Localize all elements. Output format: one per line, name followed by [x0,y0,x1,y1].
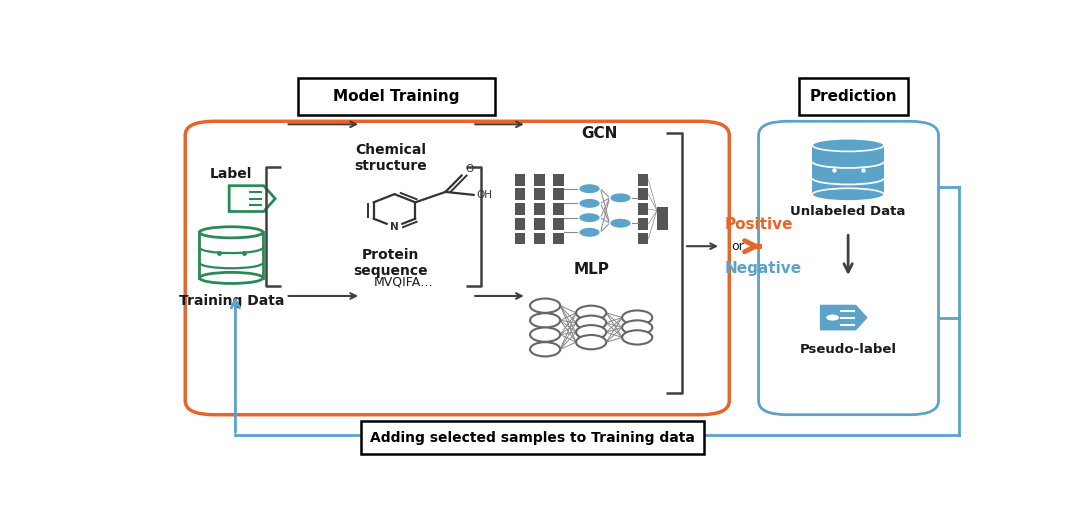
Circle shape [622,330,652,345]
Circle shape [579,183,600,194]
Text: O: O [465,164,474,174]
FancyBboxPatch shape [534,188,544,200]
Text: Prediction: Prediction [809,89,897,104]
FancyBboxPatch shape [186,122,729,415]
Circle shape [622,320,652,335]
FancyBboxPatch shape [758,122,939,415]
FancyBboxPatch shape [514,203,526,215]
Text: MLP: MLP [573,263,609,278]
Circle shape [576,306,606,320]
FancyBboxPatch shape [553,232,564,245]
Circle shape [576,335,606,349]
FancyBboxPatch shape [637,188,648,200]
FancyBboxPatch shape [534,203,544,215]
Circle shape [609,218,632,228]
Circle shape [576,325,606,339]
FancyBboxPatch shape [553,174,564,186]
FancyBboxPatch shape [553,218,564,230]
Ellipse shape [200,227,264,238]
FancyBboxPatch shape [553,203,564,215]
Ellipse shape [200,272,264,283]
Text: N: N [390,222,399,232]
Circle shape [622,311,652,325]
Polygon shape [229,186,275,212]
Text: Pseudo-label: Pseudo-label [799,344,896,356]
FancyBboxPatch shape [553,188,564,200]
Ellipse shape [812,139,885,151]
Circle shape [235,196,247,201]
Circle shape [579,227,600,237]
Text: Chemical
structure: Chemical structure [354,143,427,173]
FancyBboxPatch shape [637,174,648,186]
Text: OH: OH [476,190,492,200]
Polygon shape [812,145,885,195]
Polygon shape [200,232,264,278]
Text: Positive: Positive [725,217,794,232]
FancyBboxPatch shape [637,218,648,230]
FancyBboxPatch shape [361,421,704,454]
FancyBboxPatch shape [514,188,526,200]
Polygon shape [819,304,869,332]
Text: Label: Label [211,167,253,181]
Ellipse shape [812,188,885,201]
FancyBboxPatch shape [637,203,648,215]
Circle shape [579,213,600,223]
Circle shape [576,316,606,330]
Circle shape [530,299,561,313]
Text: or: or [731,239,744,253]
Text: Adding selected samples to Training data: Adding selected samples to Training data [370,431,696,444]
Circle shape [609,193,632,203]
Text: Negative: Negative [725,261,802,276]
Text: MVQIFA…: MVQIFA… [374,276,433,288]
FancyBboxPatch shape [799,78,907,115]
Circle shape [579,198,600,209]
Text: Training Data: Training Data [178,294,284,308]
Text: Unlabeled Data: Unlabeled Data [791,205,906,218]
FancyBboxPatch shape [534,174,544,186]
Circle shape [826,315,839,321]
Circle shape [530,342,561,356]
Circle shape [530,313,561,328]
FancyBboxPatch shape [514,232,526,245]
FancyBboxPatch shape [637,232,648,245]
FancyBboxPatch shape [657,207,667,230]
Text: GCN: GCN [581,126,618,141]
FancyBboxPatch shape [514,218,526,230]
Circle shape [530,328,561,342]
FancyBboxPatch shape [514,174,526,186]
FancyBboxPatch shape [534,232,544,245]
FancyBboxPatch shape [298,78,495,115]
Text: Protein
sequence: Protein sequence [353,248,428,279]
FancyBboxPatch shape [534,218,544,230]
Text: Model Training: Model Training [334,89,460,104]
